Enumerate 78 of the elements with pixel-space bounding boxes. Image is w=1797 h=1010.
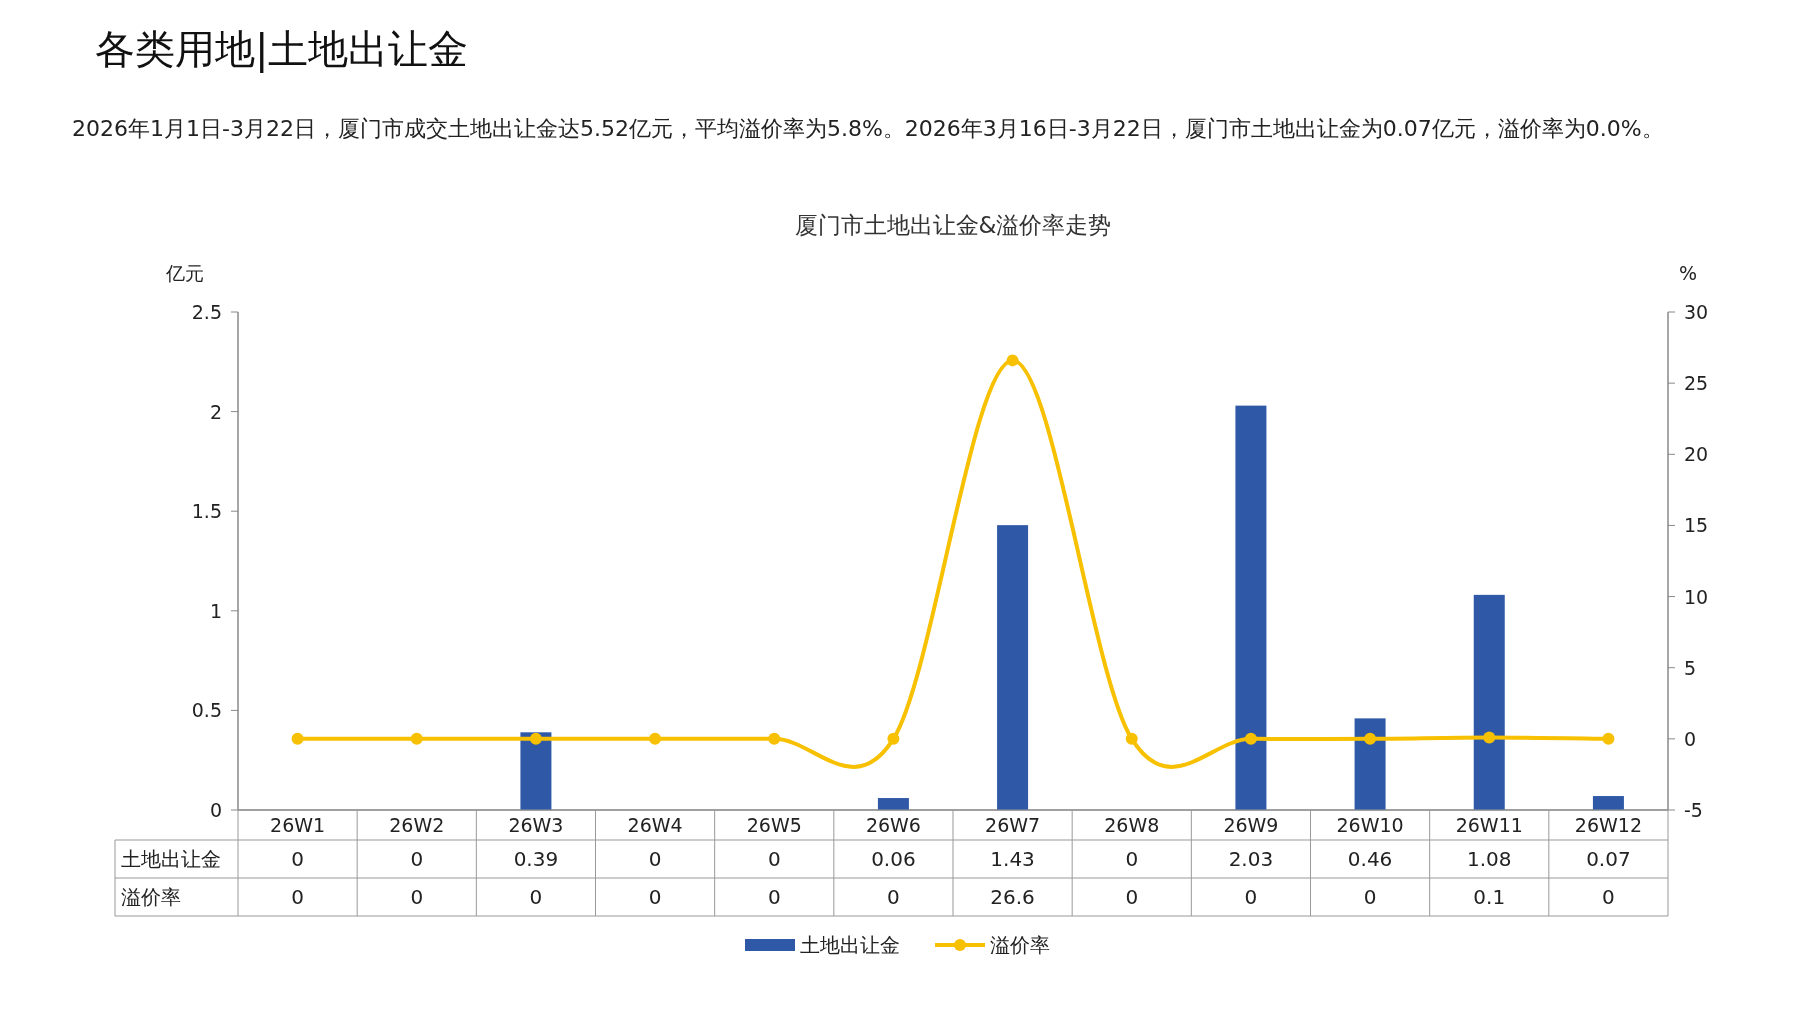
x-tick-label: 26W2: [389, 814, 445, 836]
bar: [877, 798, 909, 810]
data-label: 1.43: [990, 847, 1035, 871]
y2-axis-title: %: [1678, 262, 1698, 284]
x-tick-label: 26W11: [1455, 814, 1523, 836]
y2-tick-label: 0: [1684, 727, 1697, 750]
data-label: 0.1: [1473, 885, 1506, 909]
data-label: 0: [1125, 885, 1139, 909]
data-label: 0: [648, 885, 662, 909]
x-tick-label: 26W7: [985, 814, 1041, 836]
point: [291, 732, 304, 745]
data-label: 0: [410, 885, 424, 909]
x-tick-label: 26W8: [1104, 814, 1160, 836]
bar: [997, 525, 1029, 810]
point: [1602, 732, 1615, 745]
x-tick-label: 26W12: [1574, 814, 1642, 836]
y2-tick-label: 5: [1684, 656, 1697, 679]
point: [529, 732, 542, 745]
y-tick-label: 0: [209, 799, 222, 821]
bar: [1473, 594, 1505, 810]
data-label: 0.06: [871, 847, 916, 871]
y2-tick-label: 20: [1684, 443, 1709, 466]
y-tick-label: 0.5: [191, 699, 222, 722]
point: [1125, 732, 1138, 745]
x-tick-label: 26W10: [1336, 814, 1404, 836]
data-label: 2.03: [1228, 847, 1274, 871]
legend-label: 溢价率: [990, 933, 1050, 957]
point: [768, 732, 781, 745]
data-label: 26.6: [990, 885, 1035, 909]
y-tick-label: 2: [209, 400, 222, 423]
y2-tick-label: 30: [1684, 301, 1709, 323]
point: [887, 732, 900, 745]
y-tick-label: 1: [209, 599, 222, 622]
data-label: 0: [529, 885, 543, 909]
bar: [1592, 796, 1624, 810]
data-label: 0: [648, 847, 662, 871]
bar: [520, 732, 552, 810]
bar: [1235, 405, 1267, 810]
data-label: 0: [1602, 885, 1615, 909]
x-tick-label: 26W1: [270, 814, 326, 836]
bar: [1354, 718, 1386, 810]
text: 2026年1月1日-3月22日，厦门市成交土地出让金达5.52亿元，平均溢价率为5.8%。2026年3月16日-3月22日，厦门市土地出让金为0.07亿元，溢价率为0.0%。: [72, 115, 1665, 143]
y-tick-label: 1.5: [191, 500, 222, 523]
y2-tick-label: 10: [1684, 585, 1709, 608]
data-label: 1.08: [1466, 847, 1512, 871]
x-tick-label: 26W9: [1223, 814, 1279, 836]
data-label: 0: [1244, 885, 1258, 909]
data-label: 0: [887, 885, 900, 909]
text: 土地出让金: [121, 847, 221, 871]
chart-title: 厦门市土地出让金&溢价率走势: [794, 212, 1112, 238]
data-label: 0: [767, 847, 781, 871]
data-label: 0.46: [1347, 847, 1393, 871]
data-label: 0: [767, 885, 781, 909]
legend-label: 土地出让金: [800, 933, 900, 957]
point: [1483, 731, 1496, 744]
x-tick-label: 26W6: [865, 814, 921, 836]
data-label: 0: [291, 847, 304, 871]
x-tick-label: 26W3: [508, 814, 564, 836]
y2-tick-label: 15: [1684, 514, 1709, 537]
text: 各类用地|土地出让金: [95, 25, 469, 75]
y-axis-title: 亿元: [165, 262, 204, 284]
point: [1006, 354, 1019, 367]
point: [1364, 732, 1377, 745]
point: [649, 732, 662, 745]
y-tick-label: 2.5: [191, 301, 222, 323]
data-label: 0.39: [513, 847, 559, 871]
data-label: 0: [1363, 885, 1377, 909]
x-tick-label: 26W5: [746, 814, 802, 836]
x-tick-label: 26W4: [627, 814, 683, 836]
text: 溢价率: [121, 885, 181, 909]
point: [410, 732, 423, 745]
data-label: 0: [1125, 847, 1139, 871]
data-label: 0: [410, 847, 424, 871]
y2-tick-label: -5: [1684, 799, 1703, 821]
y2-tick-label: 25: [1684, 372, 1709, 395]
point: [1244, 732, 1257, 745]
data-label: 0.07: [1586, 847, 1631, 871]
data-label: 0: [291, 885, 304, 909]
